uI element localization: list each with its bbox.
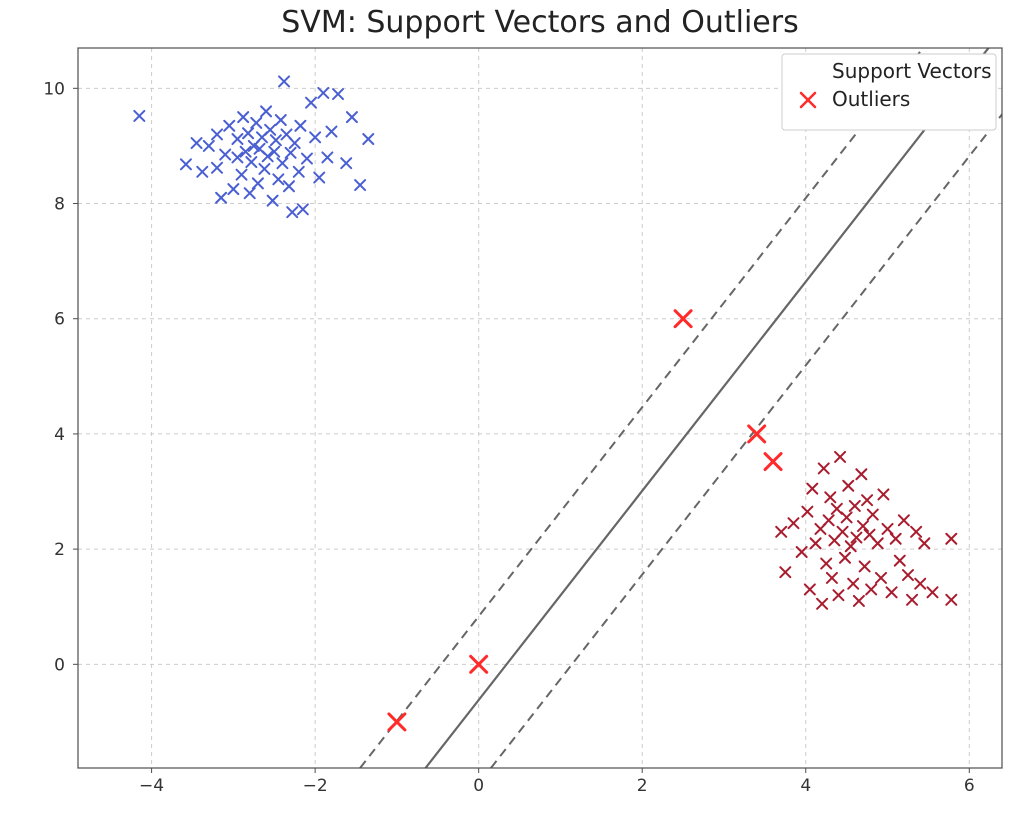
chart-svg: −4 −2 0 2 4 6 0 2 4 6 8 10 SVM: Support Vectors and … bbox=[0, 0, 1024, 813]
xtick-label: 2 bbox=[637, 776, 648, 796]
ytick-label: 4 bbox=[54, 425, 65, 445]
xtick-label: 6 bbox=[964, 776, 975, 796]
legend-label: Support Vectors bbox=[832, 59, 992, 83]
chart-title: SVM: Support Vectors and Outliers bbox=[281, 5, 798, 40]
ytick-label: 2 bbox=[54, 540, 65, 560]
legend: Support Vectors Outliers bbox=[782, 54, 996, 130]
xtick-label: 4 bbox=[800, 776, 811, 796]
svm-scatter-chart: −4 −2 0 2 4 6 0 2 4 6 8 10 SVM: Support Vectors and … bbox=[0, 0, 1024, 813]
ytick-label: 8 bbox=[54, 195, 65, 215]
ytick-label: 6 bbox=[54, 310, 65, 330]
legend-label: Outliers bbox=[832, 87, 910, 111]
xtick-label: −4 bbox=[139, 776, 164, 796]
xtick-label: −2 bbox=[303, 776, 328, 796]
ytick-label: 0 bbox=[54, 655, 65, 675]
xtick-label: 0 bbox=[473, 776, 484, 796]
ytick-label: 10 bbox=[43, 79, 65, 99]
